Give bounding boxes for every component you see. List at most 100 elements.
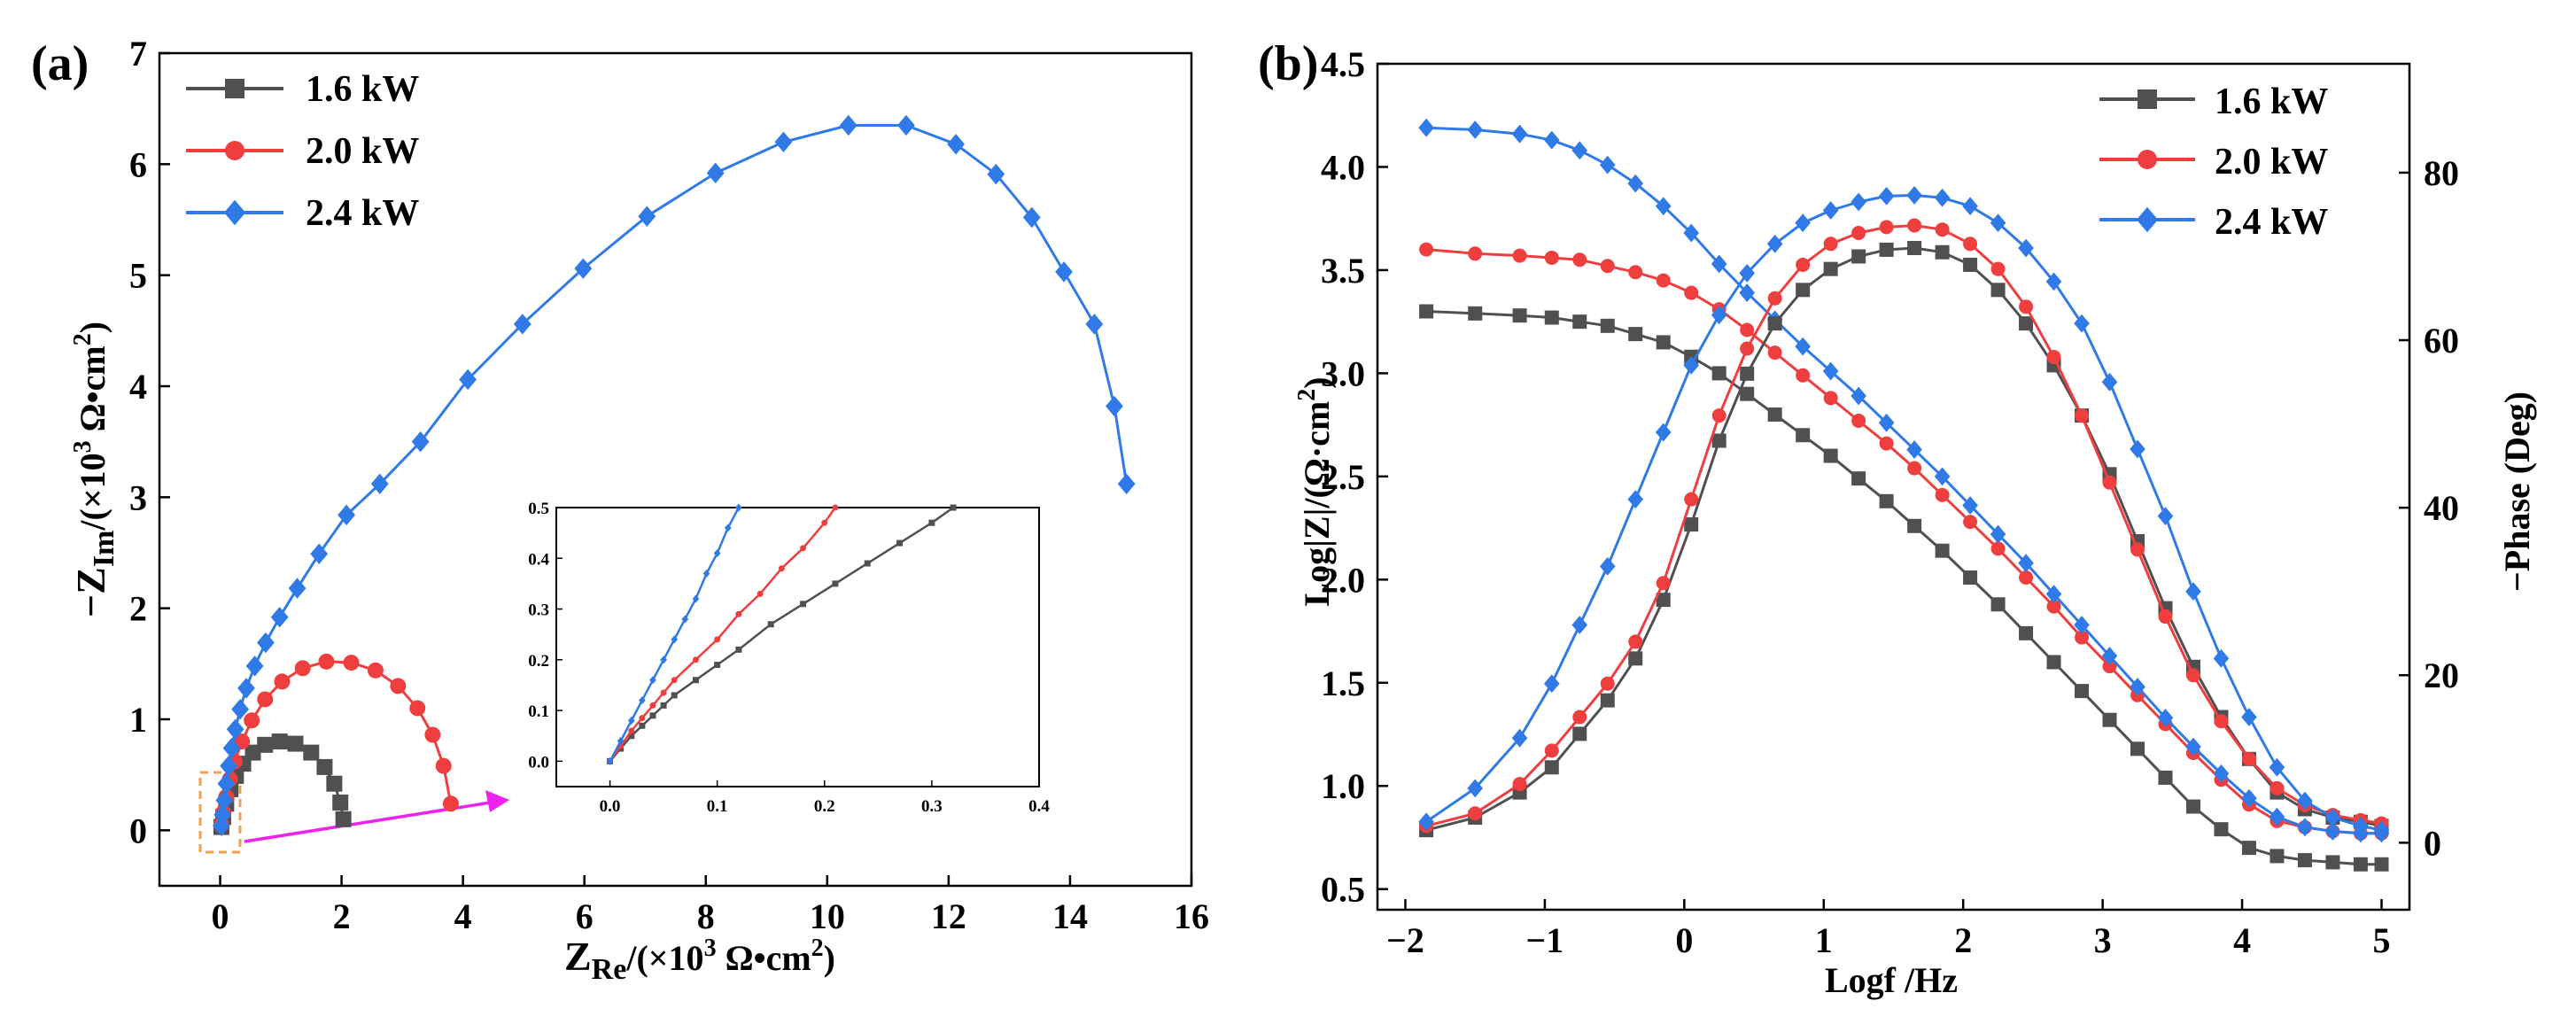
inset-series-point-2 bbox=[639, 696, 646, 705]
inset-series-point-1 bbox=[821, 519, 828, 526]
a-y-tick-label: 0 bbox=[129, 811, 147, 850]
b-series-point-5 bbox=[1511, 728, 1528, 748]
b-series-point-1 bbox=[1419, 242, 1434, 257]
a-series-point-0 bbox=[287, 735, 304, 752]
b-series-point-5 bbox=[1934, 188, 1951, 207]
b-series-point-5 bbox=[1739, 263, 1755, 283]
b-series-point-0 bbox=[2158, 770, 2173, 785]
a-series-point-2 bbox=[231, 699, 250, 720]
b-series-point-2 bbox=[2297, 818, 2313, 837]
inset-series-point-0 bbox=[649, 712, 656, 719]
b-series-point-2 bbox=[1655, 197, 1672, 216]
b-series-point-0 bbox=[2325, 855, 2340, 870]
b-series-point-1 bbox=[1907, 461, 1922, 476]
b-series-point-3 bbox=[1711, 433, 1726, 448]
b-series-point-1 bbox=[2102, 659, 2117, 674]
b-right-y-tick-label: 40 bbox=[2424, 488, 2459, 528]
b-series-point-2 bbox=[2241, 788, 2257, 808]
b-series-point-3 bbox=[1963, 257, 1978, 272]
a-series-point-2 bbox=[370, 473, 389, 494]
a-series-point-2 bbox=[310, 543, 329, 564]
b-left-y-tick-label: 3.5 bbox=[1321, 251, 1365, 291]
legend-a-marker-0 bbox=[225, 79, 244, 98]
a-series-point-2 bbox=[220, 755, 238, 777]
a-y-tick-label: 3 bbox=[129, 477, 147, 517]
inset-y-tick-label: 0.1 bbox=[528, 702, 549, 721]
panel-b: (b) −2 −1 0 1 2 3 4 5 0.5 1.0 1.5 2.0 2.5 3.0 3.5 4.0 4.… bbox=[1258, 36, 2537, 1000]
b-series-point-0 bbox=[1740, 386, 1755, 401]
inset-series-point-0 bbox=[896, 539, 904, 547]
b-series-point-5 bbox=[1851, 192, 1866, 212]
b-series-point-4 bbox=[1628, 634, 1643, 649]
b-series-point-0 bbox=[2019, 625, 2034, 640]
a-series-point-2 bbox=[270, 606, 289, 628]
b-series-point-1 bbox=[1823, 391, 1838, 406]
b-series-point-2 bbox=[1851, 386, 1866, 406]
b-series-point-3 bbox=[1879, 242, 1894, 257]
a-series-point-2 bbox=[839, 114, 857, 136]
inset-series-point-0 bbox=[671, 692, 678, 699]
inset-series bbox=[606, 503, 957, 765]
b-series-point-1 bbox=[1935, 487, 1950, 502]
b-series-point-0 bbox=[1512, 308, 1527, 323]
b-series-point-0 bbox=[2075, 684, 2090, 699]
a-series-point-2 bbox=[574, 258, 593, 279]
b-series-point-2 bbox=[1990, 524, 2006, 544]
a-y-tick-label: 5 bbox=[129, 256, 147, 296]
b-series-point-2 bbox=[1571, 141, 1588, 160]
inset-series-point-2 bbox=[671, 635, 679, 644]
b-series-point-3 bbox=[1628, 651, 1643, 666]
b-series-point-4 bbox=[2130, 542, 2145, 557]
b-series-point-2 bbox=[2045, 585, 2062, 604]
b-series-point-4 bbox=[1851, 226, 1866, 240]
b-series-point-0 bbox=[1656, 335, 1671, 350]
b-series-point-2 bbox=[1418, 118, 1434, 137]
b-series-point-1 bbox=[1767, 345, 1782, 361]
b-series-point-4 bbox=[2270, 780, 2285, 795]
b-series-point-2 bbox=[2213, 764, 2230, 783]
inset-series-point-0 bbox=[714, 662, 721, 669]
b-series-point-5 bbox=[1543, 674, 1560, 694]
b-series-point-4 bbox=[1684, 492, 1699, 507]
panel-a-legend: 1.6 kW 2.0 kW 2.4 kW bbox=[186, 69, 419, 234]
b-left-y-tick-label: 2.5 bbox=[1321, 457, 1365, 497]
panel-b-legend: 1.6 kW 2.0 kW 2.4 kW bbox=[2099, 81, 2328, 243]
b-x-tick-label: 0 bbox=[1675, 920, 1693, 960]
b-series-point-5 bbox=[2297, 791, 2313, 811]
b-series-point-2 bbox=[2324, 822, 2341, 841]
b-series-point-1 bbox=[1851, 413, 1866, 428]
b-series-point-5 bbox=[2324, 808, 2341, 827]
inset-series-point-1 bbox=[649, 702, 656, 709]
b-series-point-5 bbox=[1711, 306, 1727, 325]
legend-b-label-1: 1.6 kW bbox=[2215, 81, 2328, 122]
b-series-point-1 bbox=[1796, 368, 1811, 383]
panel-b-label: (b) bbox=[1258, 36, 1318, 91]
b-right-y-tick-label: 20 bbox=[2424, 656, 2459, 695]
b-x-tick-label: 2 bbox=[1954, 920, 1972, 960]
inset-y-tick-label: 0.5 bbox=[528, 500, 549, 518]
b-series-point-0 bbox=[1823, 448, 1838, 463]
b-series-point-2 bbox=[1683, 223, 1700, 243]
a-series-point-2 bbox=[459, 368, 477, 391]
a-series-point-0 bbox=[257, 736, 274, 753]
b-series-point-0 bbox=[1468, 306, 1483, 321]
b-series-point-1 bbox=[2046, 599, 2061, 614]
a-series-point-2 bbox=[513, 314, 531, 335]
b-series-point-2 bbox=[1822, 361, 1839, 381]
a-series-point-0 bbox=[326, 775, 343, 792]
panel-b-right-axis-title: −Phase (Deg) bbox=[2497, 392, 2537, 592]
b-series-point-0 bbox=[1879, 493, 1894, 508]
b-series-point-5 bbox=[1822, 201, 1839, 220]
a-series-point-2 bbox=[987, 163, 1005, 185]
legend-a-marker-2 bbox=[223, 199, 246, 226]
b-series-point-1 bbox=[1990, 541, 2006, 556]
a-series-point-1 bbox=[424, 726, 441, 743]
b-series-point-2 bbox=[2074, 616, 2090, 634]
legend-b-label-3: 2.4 kW bbox=[2215, 202, 2328, 243]
b-x-tick-label: 3 bbox=[2094, 920, 2112, 960]
b-series-point-0 bbox=[2297, 853, 2312, 868]
b-series-point-4 bbox=[1879, 220, 1894, 235]
